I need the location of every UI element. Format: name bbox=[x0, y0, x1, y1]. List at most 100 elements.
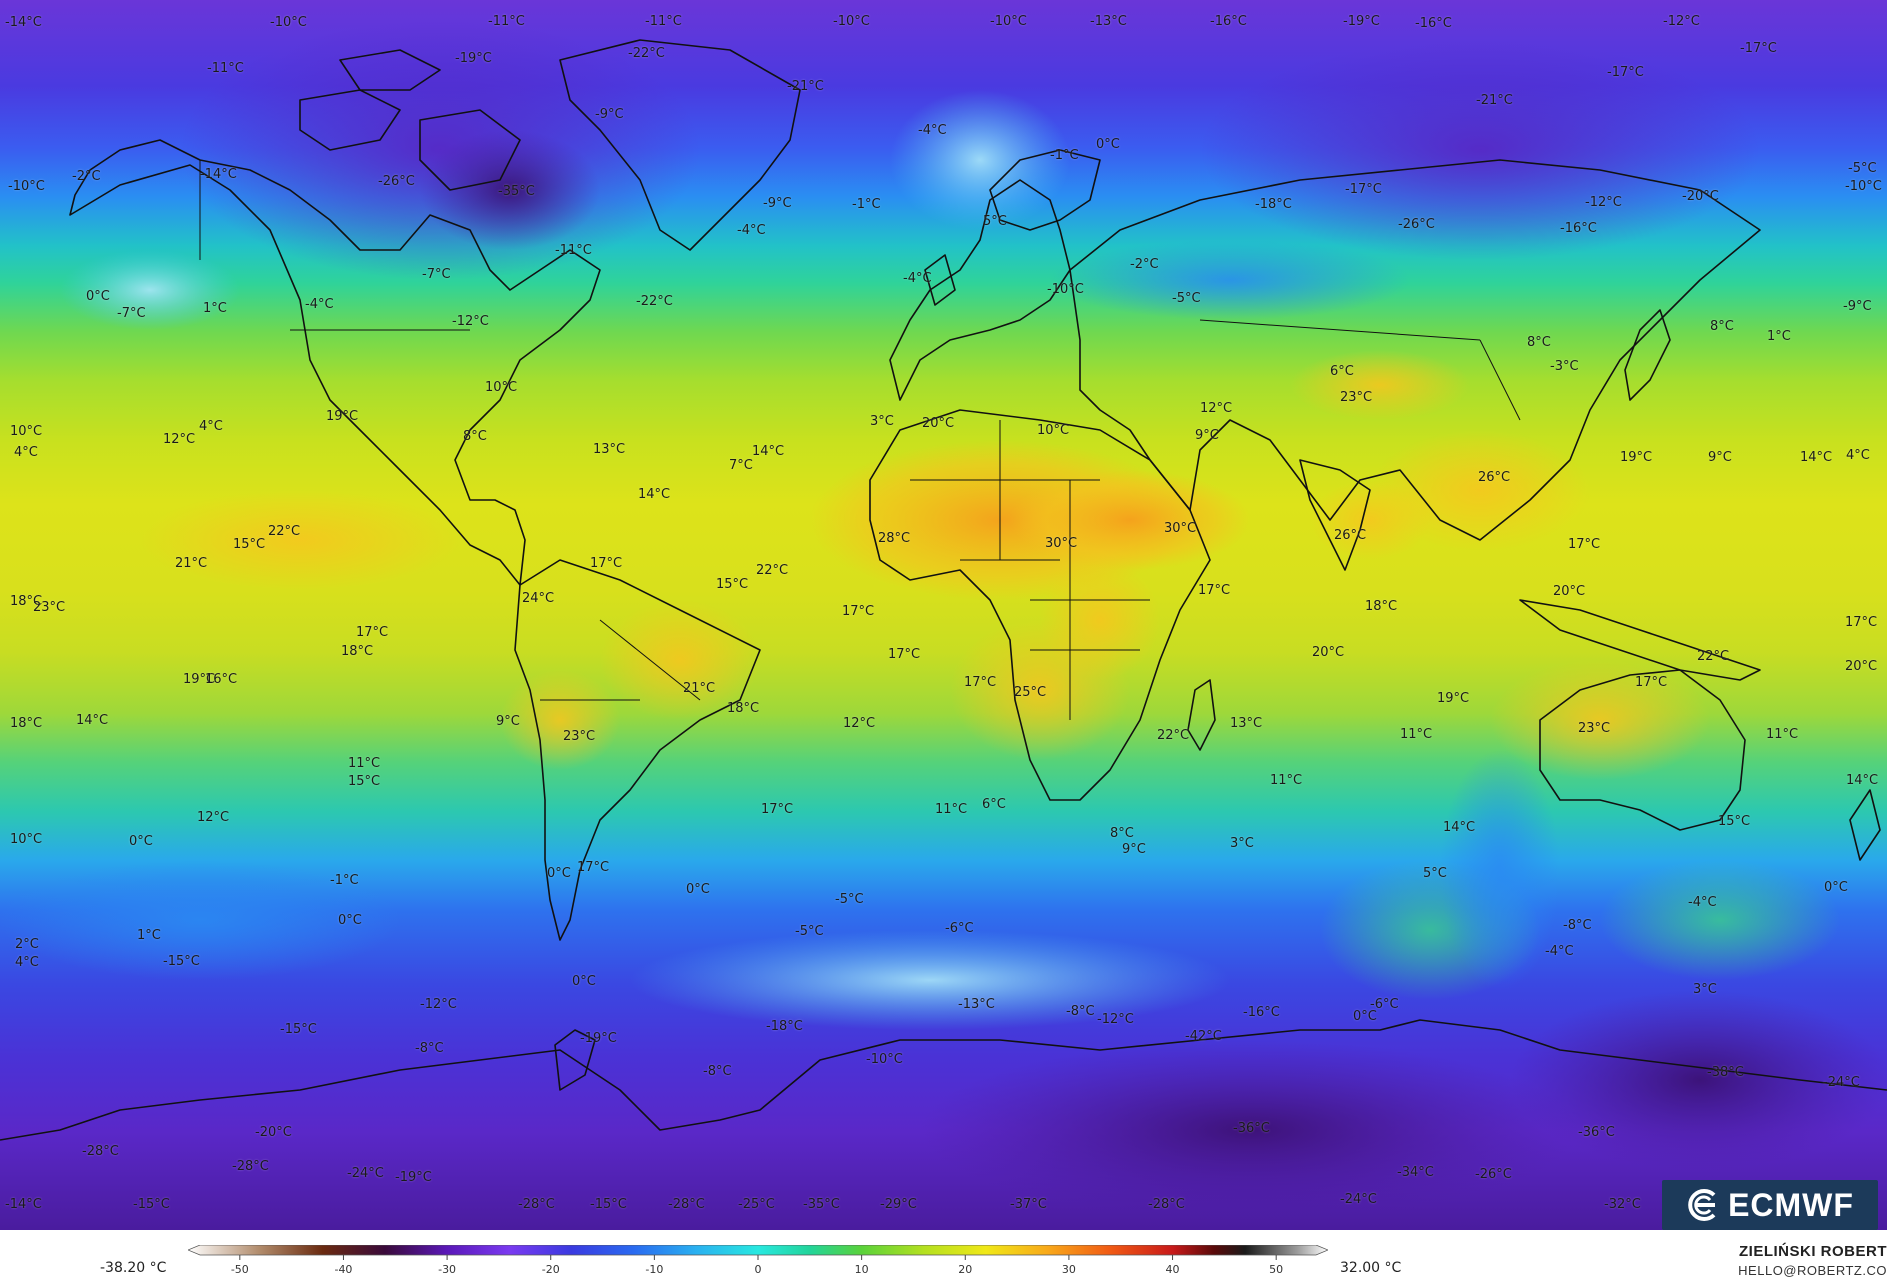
temperature-label: -13°C bbox=[1090, 14, 1127, 29]
temperature-label: -10°C bbox=[8, 179, 45, 194]
temperature-label: 11°C bbox=[348, 756, 381, 771]
temperature-label: 10°C bbox=[1037, 423, 1070, 438]
temperature-label: -17°C bbox=[1607, 65, 1644, 80]
temperature-label: 17°C bbox=[1198, 583, 1231, 598]
temperature-label: 4°C bbox=[14, 445, 38, 460]
temperature-label: -6°C bbox=[1370, 997, 1399, 1012]
temperature-label: 21°C bbox=[683, 681, 716, 696]
temperature-label: 16°C bbox=[205, 672, 238, 687]
temperature-label: -8°C bbox=[703, 1064, 732, 1079]
temperature-label: 9°C bbox=[1195, 428, 1219, 443]
temperature-label: 1°C bbox=[137, 928, 161, 943]
temperature-label: 30°C bbox=[1045, 536, 1078, 551]
temperature-label: 0°C bbox=[686, 882, 710, 897]
ecmwf-logo: ECMWF bbox=[1662, 1180, 1878, 1230]
temperature-label: 20°C bbox=[922, 416, 955, 431]
temperature-label: -28°C bbox=[518, 1197, 555, 1212]
temperature-label: 8°C bbox=[463, 429, 487, 444]
temperature-label: -11°C bbox=[207, 61, 244, 76]
temperature-label: 14°C bbox=[638, 487, 671, 502]
temperature-label: 22°C bbox=[1157, 728, 1190, 743]
temperature-label: -36°C bbox=[1578, 1125, 1615, 1140]
temperature-label: -26°C bbox=[1398, 217, 1435, 232]
temperature-label: 26°C bbox=[1478, 470, 1511, 485]
colorbar-tick-label: -10 bbox=[645, 1263, 663, 1276]
temperature-label: -15°C bbox=[133, 1197, 170, 1212]
temperature-label: 13°C bbox=[1230, 716, 1263, 731]
temperature-label: 17°C bbox=[590, 556, 623, 571]
temperature-label: -28°C bbox=[232, 1159, 269, 1174]
temperature-label: -26°C bbox=[378, 174, 415, 189]
temperature-label: 6°C bbox=[1330, 364, 1354, 379]
temperature-label: 0°C bbox=[1096, 137, 1120, 152]
temperature-field bbox=[0, 20, 1887, 1220]
temperature-label: 6°C bbox=[982, 797, 1006, 812]
temperature-label: -18°C bbox=[766, 1019, 803, 1034]
temperature-label: -28°C bbox=[82, 1144, 119, 1159]
temperature-label: -22°C bbox=[636, 294, 673, 309]
temperature-label: 20°C bbox=[1845, 659, 1878, 674]
temperature-label: -1°C bbox=[1050, 148, 1079, 163]
temperature-label: -1°C bbox=[330, 873, 359, 888]
temperature-label: 19°C bbox=[326, 409, 359, 424]
colorbar-tick-label: 0 bbox=[755, 1263, 762, 1276]
temperature-label: 18°C bbox=[10, 716, 43, 731]
temperature-label: -37°C bbox=[1010, 1197, 1047, 1212]
temperature-label: -32°C bbox=[1604, 1197, 1641, 1212]
temperature-label: 2°C bbox=[15, 937, 39, 952]
temperature-label: 1°C bbox=[203, 301, 227, 316]
temperature-label: 7°C bbox=[729, 458, 753, 473]
temperature-label: -19°C bbox=[395, 1170, 432, 1185]
temperature-label: 17°C bbox=[577, 860, 610, 875]
temperature-label: 14°C bbox=[1443, 820, 1476, 835]
temperature-label: 18°C bbox=[1365, 599, 1398, 614]
colorbar-max-label: 32.00 °C bbox=[1340, 1260, 1402, 1276]
colorbar-tick-label: 50 bbox=[1269, 1263, 1283, 1276]
temperature-label: -4°C bbox=[903, 271, 932, 286]
temperature-label: -13°C bbox=[958, 997, 995, 1012]
temperature-label: -35°C bbox=[498, 184, 535, 199]
temperature-label: -11°C bbox=[555, 243, 592, 258]
temperature-label: 28°C bbox=[878, 531, 911, 546]
temperature-label: -9°C bbox=[595, 107, 624, 122]
temperature-label: -20°C bbox=[1682, 189, 1719, 204]
temperature-label: 24°C bbox=[522, 591, 555, 606]
temperature-label: 15°C bbox=[233, 537, 266, 552]
temperature-label: -12°C bbox=[1585, 195, 1622, 210]
temperature-label: 19°C bbox=[1620, 450, 1653, 465]
temperature-label: -24°C bbox=[1823, 1075, 1860, 1090]
temperature-label: -5°C bbox=[835, 892, 864, 907]
temperature-label: 4°C bbox=[199, 419, 223, 434]
temperature-label: -12°C bbox=[452, 314, 489, 329]
temperature-label: 12°C bbox=[1200, 401, 1233, 416]
temperature-label: 12°C bbox=[197, 810, 230, 825]
temperature-label: -5°C bbox=[795, 924, 824, 939]
temperature-label: -24°C bbox=[1340, 1192, 1377, 1207]
temperature-label: -17°C bbox=[1740, 41, 1777, 56]
temperature-label: 15°C bbox=[1718, 814, 1751, 829]
temperature-label: -10°C bbox=[833, 14, 870, 29]
colorbar-tick-label: -20 bbox=[542, 1263, 560, 1276]
temperature-label: 10°C bbox=[485, 380, 518, 395]
temperature-label: -19°C bbox=[1343, 14, 1380, 29]
temperature-map[interactable]: -14°C -10°C -11°C -11°C -10°C -10°C -13°C -16°C… bbox=[0, 0, 1887, 1230]
temperature-label: 8°C bbox=[1110, 826, 1134, 841]
temperature-label: -28°C bbox=[668, 1197, 705, 1212]
temperature-label: -2°C bbox=[72, 169, 101, 184]
temperature-label: 0°C bbox=[129, 834, 153, 849]
temperature-label: -8°C bbox=[1066, 1004, 1095, 1019]
temperature-label: 17°C bbox=[842, 604, 875, 619]
temperature-label: -18°C bbox=[1255, 197, 1292, 212]
colorbar-tick-label: -40 bbox=[334, 1263, 352, 1276]
temperature-label: 23°C bbox=[33, 600, 66, 615]
temperature-label: 23°C bbox=[1340, 390, 1373, 405]
temperature-label: -38°C bbox=[1707, 1065, 1744, 1080]
temperature-label: -10°C bbox=[866, 1052, 903, 1067]
temperature-label: 3°C bbox=[870, 414, 894, 429]
temperature-label: 18°C bbox=[341, 644, 374, 659]
temperature-label: 11°C bbox=[1270, 773, 1303, 788]
temperature-label: 17°C bbox=[1635, 675, 1668, 690]
temperature-label: 0°C bbox=[338, 913, 362, 928]
temperature-label: -1°C bbox=[852, 197, 881, 212]
colorbar: -50 -40 -30 -20 -10 0 10 20 30 40 50 bbox=[188, 1245, 1328, 1276]
